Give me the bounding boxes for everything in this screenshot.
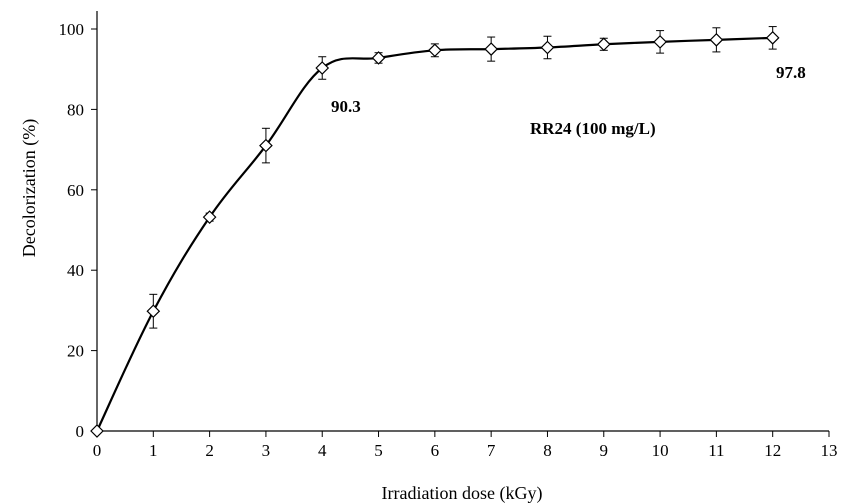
data-point-marker bbox=[540, 40, 555, 55]
data-point-marker bbox=[259, 138, 273, 153]
data-series bbox=[90, 26, 780, 438]
data-point-marker bbox=[709, 33, 724, 47]
data-point-marker bbox=[653, 35, 667, 49]
y-tick-label: 40 bbox=[67, 261, 84, 280]
series-line bbox=[96, 36, 773, 432]
x-tick-label: 10 bbox=[652, 441, 669, 460]
x-tick-label: 12 bbox=[764, 441, 781, 460]
axes bbox=[96, 11, 829, 432]
x-tick-label: 11 bbox=[708, 441, 724, 460]
x-tick-label: 13 bbox=[821, 441, 838, 460]
y-axis-title: Decolorization (%) bbox=[19, 119, 40, 257]
data-point-marker bbox=[484, 42, 499, 56]
x-tick-label: 8 bbox=[543, 441, 552, 460]
x-tick-label: 1 bbox=[149, 441, 158, 460]
x-tick-label: 4 bbox=[318, 441, 327, 460]
y-tick-label: 100 bbox=[59, 20, 85, 39]
x-tick-label: 7 bbox=[487, 441, 496, 460]
x-tick-label: 9 bbox=[600, 441, 609, 460]
data-point-marker bbox=[315, 61, 330, 75]
data-point-marker bbox=[596, 37, 611, 52]
annotation-label: 90.3 bbox=[331, 97, 361, 116]
data-point-marker bbox=[90, 424, 104, 438]
data-point-marker bbox=[202, 210, 217, 224]
y-tick-label: 60 bbox=[67, 181, 84, 200]
data-point-marker bbox=[427, 43, 442, 58]
x-tick-label: 6 bbox=[431, 441, 440, 460]
annotation-label: RR24 (100 mg/L) bbox=[530, 119, 656, 138]
x-tick-label: 3 bbox=[262, 441, 271, 460]
tick-marks bbox=[91, 28, 830, 437]
y-tick-label: 80 bbox=[67, 100, 84, 119]
x-axis-title: Irradiation dose (kGy) bbox=[382, 483, 543, 504]
x-tick-label: 2 bbox=[205, 441, 214, 460]
data-point-marker bbox=[146, 304, 161, 319]
data-point-marker bbox=[371, 51, 386, 65]
y-tick-label: 20 bbox=[67, 342, 84, 361]
annotations: 90.3 97.8 RR24 (100 mg/L) bbox=[331, 63, 806, 138]
y-tick-label: 0 bbox=[76, 422, 85, 441]
annotation-label: 97.8 bbox=[776, 63, 806, 82]
data-point-marker bbox=[765, 30, 780, 45]
x-tick-label: 5 bbox=[374, 441, 383, 460]
x-tick-label: 0 bbox=[93, 441, 102, 460]
